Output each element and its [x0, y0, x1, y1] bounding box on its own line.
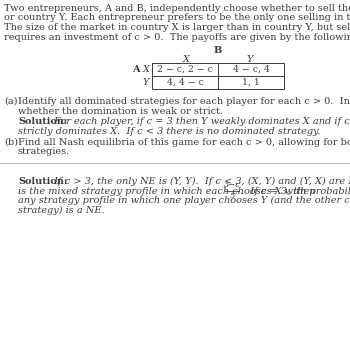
- Text: The size of the market in country X is larger than in country Y, but selling in : The size of the market in country X is l…: [4, 23, 350, 32]
- Text: (a): (a): [4, 97, 18, 106]
- Text: X: X: [142, 65, 149, 74]
- Text: or country Y. Each entrepreneur prefers to be the only one selling in the countr: or country Y. Each entrepreneur prefers …: [4, 14, 350, 22]
- Text: is the mixed strategy profile in which each chooses X with probability: is the mixed strategy profile in which e…: [18, 186, 350, 196]
- Text: Solution:: Solution:: [18, 177, 67, 186]
- Text: strategies.: strategies.: [18, 147, 70, 156]
- Text: Find all Nash equilibria of this game for each c > 0, allowing for both pure and: Find all Nash equilibria of this game fo…: [18, 138, 350, 147]
- Text: .  If c = 3, then: . If c = 3, then: [241, 186, 315, 196]
- Text: strategy) is a NE.: strategy) is a NE.: [18, 206, 105, 215]
- Text: Y: Y: [143, 78, 149, 87]
- Text: B: B: [214, 46, 222, 55]
- Text: (b): (b): [4, 138, 18, 147]
- Text: 3−c: 3−c: [223, 181, 240, 189]
- Text: 4, 4 − c: 4, 4 − c: [167, 78, 203, 87]
- Text: Solution:: Solution:: [18, 117, 67, 126]
- Text: Two entrepreneurs, A and B, independently choose whether to sell their product i: Two entrepreneurs, A and B, independentl…: [4, 4, 350, 13]
- Text: A: A: [132, 65, 140, 74]
- Text: strictly dominates X.  If c < 3 there is no dominated strategy.: strictly dominates X. If c < 3 there is …: [18, 126, 321, 136]
- Bar: [152, 63, 284, 89]
- Text: X: X: [182, 55, 189, 65]
- Text: 1, 1: 1, 1: [242, 78, 260, 87]
- Text: 2 − c, 2 − c: 2 − c, 2 − c: [157, 65, 213, 74]
- Text: Identify all dominated strategies for each player for each c > 0.  In each case,: Identify all dominated strategies for ea…: [18, 97, 350, 106]
- Text: any strategy profile in which one player chooses Y (and the other chooses any mi: any strategy profile in which one player…: [18, 196, 350, 205]
- Text: whether the domination is weak or strict.: whether the domination is weak or strict…: [18, 106, 223, 116]
- Text: 4 − c, 4: 4 − c, 4: [232, 65, 270, 74]
- Text: 5: 5: [229, 192, 235, 200]
- Text: Y: Y: [247, 55, 253, 65]
- Text: If c > 3, the only NE is (Y, Y).  If c < 3, (X, Y) and (Y, X) are NE and so: If c > 3, the only NE is (Y, Y). If c < …: [51, 177, 350, 186]
- Text: For each player, if c = 3 then Y weakly dominates X and if c > 3 then Y: For each player, if c = 3 then Y weakly …: [51, 117, 350, 126]
- Text: requires an investment of c > 0.  The payoffs are given by the following matrix:: requires an investment of c > 0. The pay…: [4, 32, 350, 41]
